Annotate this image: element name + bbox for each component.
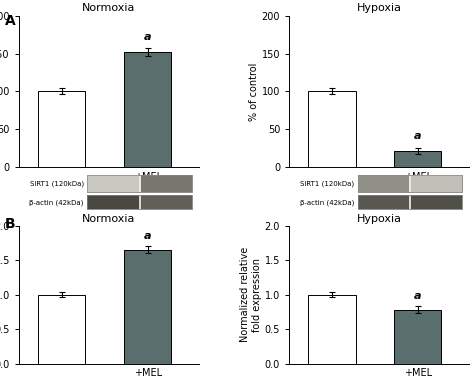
Text: β-actin (42kDa): β-actin (42kDa) [300, 199, 354, 206]
Text: β-actin (42kDa): β-actin (42kDa) [29, 199, 84, 206]
Bar [394, 151, 441, 167]
Text: a: a [414, 291, 421, 301]
Bar [38, 295, 85, 364]
Bar [357, 196, 462, 209]
Bar [357, 176, 409, 192]
Text: SIRT1 (120kDa): SIRT1 (120kDa) [300, 180, 354, 187]
Bar [87, 176, 192, 192]
Bar [87, 196, 192, 209]
Bar [87, 176, 138, 192]
Y-axis label: % of control: % of control [249, 62, 259, 121]
Bar [357, 196, 462, 209]
Text: SIRT1 (120kDa): SIRT1 (120kDa) [30, 180, 84, 187]
Bar [411, 176, 462, 192]
Bar [394, 310, 441, 364]
Bar [141, 196, 192, 209]
Title: Normoxia: Normoxia [82, 213, 136, 224]
Text: a: a [144, 32, 151, 42]
Y-axis label: Normalized relative
fold expression: Normalized relative fold expression [239, 247, 262, 343]
Text: A: A [5, 14, 16, 28]
Bar [309, 91, 356, 167]
Bar [87, 196, 138, 209]
Bar [357, 176, 462, 192]
Title: Normoxia: Normoxia [82, 4, 136, 13]
Title: Hypoxia: Hypoxia [357, 4, 401, 13]
Bar [87, 196, 192, 209]
Bar [411, 196, 462, 209]
Bar [141, 176, 192, 192]
Bar [357, 176, 462, 192]
Bar [124, 250, 171, 364]
Text: a: a [414, 131, 421, 142]
Bar [87, 176, 192, 192]
Bar [357, 196, 409, 209]
Text: B: B [5, 217, 15, 231]
Bar [124, 52, 171, 167]
Bar [38, 91, 85, 167]
Bar [309, 295, 356, 364]
Title: Hypoxia: Hypoxia [357, 213, 401, 224]
Text: a: a [144, 231, 151, 241]
